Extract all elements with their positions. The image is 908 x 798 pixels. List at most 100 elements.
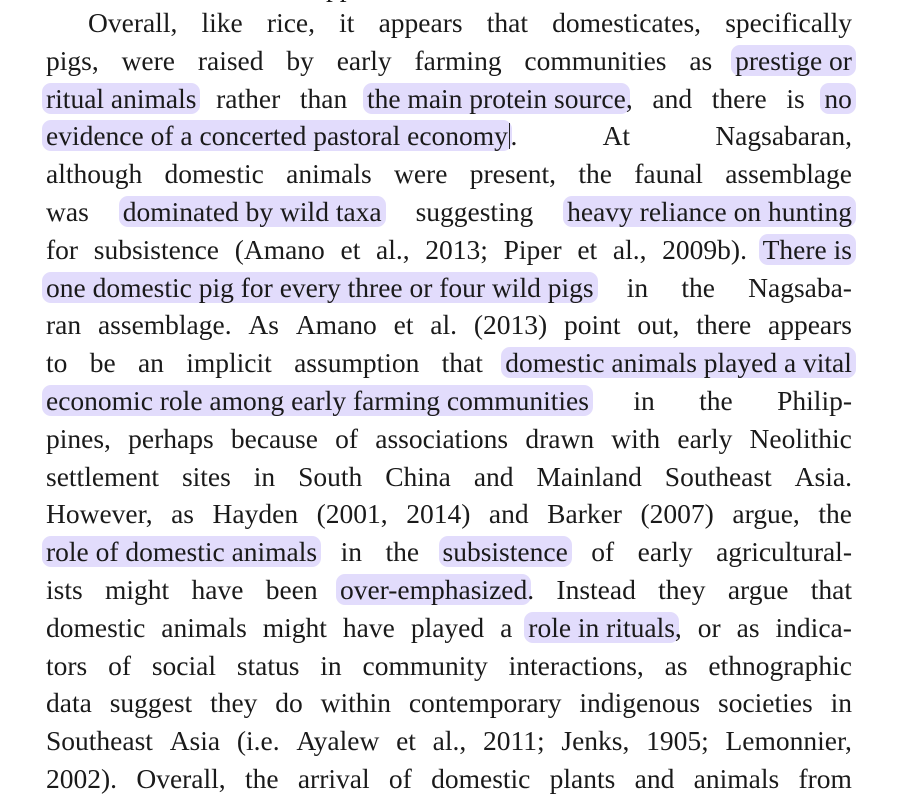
word: heavy reliance on hunting <box>563 193 856 231</box>
text-run: the <box>578 158 612 190</box>
text-run: settlement <box>46 460 160 492</box>
word: Southeast <box>665 458 772 496</box>
word: data <box>46 684 92 722</box>
word: there <box>712 80 767 118</box>
word: of <box>389 760 412 798</box>
text-run: community <box>362 649 488 681</box>
highlighted-phrase[interactable]: no <box>820 82 856 114</box>
word: al., <box>376 231 410 269</box>
word: tors <box>46 647 87 685</box>
word: a <box>500 609 512 647</box>
text-run: were <box>393 158 448 190</box>
highlighted-phrase[interactable]: role in rituals <box>524 611 679 643</box>
text-line: ran assemblage. As Amano et al. (2013) point out… <box>46 306 852 344</box>
word: al. <box>430 306 457 344</box>
text-run: faunal <box>634 158 703 190</box>
highlighted-phrase[interactable]: dominated by wild taxa <box>118 196 386 227</box>
word: economic role among early farming commun… <box>42 382 593 420</box>
text-run: as <box>689 44 713 76</box>
text-run: However, <box>46 498 153 530</box>
word: animals <box>694 760 780 798</box>
text-run: there <box>696 309 752 341</box>
word: Barker <box>547 495 622 533</box>
text-run: et <box>577 233 598 265</box>
word: rather <box>216 80 280 118</box>
word: et <box>340 231 360 269</box>
text-run: like <box>201 7 243 38</box>
word: dominated by wild taxa <box>118 193 386 231</box>
word: with <box>611 420 660 458</box>
text-run: (2001, <box>316 498 388 530</box>
word: interactions, <box>509 647 644 685</box>
text-run: as <box>171 498 195 530</box>
word: pines, <box>46 420 111 458</box>
word: arrival <box>298 760 370 798</box>
highlighted-phrase[interactable]: economic role among early farming commun… <box>42 385 593 416</box>
word: settlement <box>46 458 159 496</box>
highlighted-phrase[interactable]: role of domestic animals <box>42 536 322 568</box>
word: an <box>138 344 164 382</box>
highlighted-phrase[interactable]: domestic animals played a vital <box>501 347 856 379</box>
word: is <box>786 80 804 118</box>
text-run: Lemonnier, <box>725 725 852 757</box>
highlighted-phrase[interactable]: one domestic pig for every three or four… <box>42 271 598 303</box>
word: implicit <box>186 344 272 382</box>
highlighted-phrase[interactable]: over-emphasized <box>335 574 532 605</box>
text-run: Southeast <box>664 460 772 492</box>
text-run: assemblage. <box>97 309 232 341</box>
text-run: rather <box>216 82 281 114</box>
word: was <box>46 193 89 231</box>
word: that <box>442 344 483 382</box>
word: 2002). <box>46 760 117 798</box>
word: 2013; <box>425 231 488 269</box>
word: the <box>699 382 733 420</box>
text-run: As <box>248 309 279 341</box>
word: from <box>798 760 851 798</box>
word: farming <box>415 42 502 80</box>
text-run: al. <box>430 309 458 341</box>
text-run: subsistence <box>93 233 220 265</box>
text-line: although domestic animals were present, the fa… <box>46 155 852 193</box>
word: subsistence <box>438 533 572 571</box>
text-run: animals <box>693 763 780 794</box>
text-run: social <box>151 649 216 681</box>
word: ethnographic <box>708 647 852 685</box>
text-run: 2002). <box>46 763 118 794</box>
highlighted-phrase[interactable]: ritual animals <box>42 82 201 114</box>
text-run: , <box>625 82 633 114</box>
word: status <box>237 647 300 685</box>
text-run: assumption <box>294 347 420 379</box>
word: Instead <box>556 571 635 609</box>
text-run: although <box>46 158 143 190</box>
word: indica- <box>776 609 852 647</box>
highlighted-phrase[interactable]: evidence of a concerted pastoral economy <box>42 120 512 152</box>
text-run: ists <box>46 574 83 605</box>
highlighted-phrase[interactable]: There is <box>758 233 856 265</box>
text-run: point <box>564 309 621 341</box>
word: At <box>603 117 631 155</box>
text-run: et <box>393 309 414 341</box>
highlighted-phrase[interactable]: prestige or <box>731 44 856 76</box>
word: although <box>46 155 142 193</box>
text-run: plants <box>549 763 616 794</box>
text-run: early <box>336 44 392 76</box>
word: Hayden <box>213 495 299 533</box>
text-run: played <box>410 611 485 643</box>
highlighted-phrase[interactable]: heavy reliance on hunting <box>563 196 856 227</box>
word: the main protein source, <box>362 80 633 118</box>
highlighted-phrase[interactable]: subsistence <box>438 536 572 568</box>
word: domestic <box>431 760 530 798</box>
text-run: early <box>677 422 733 454</box>
word: of <box>591 533 614 571</box>
text-run: of <box>108 649 131 681</box>
word: subsistence <box>94 231 219 269</box>
word: they <box>210 684 257 722</box>
word: played <box>411 609 484 647</box>
text-run: ethnographic <box>708 649 852 681</box>
highlighted-phrase[interactable]: the main protein source <box>362 82 630 114</box>
text-run: Nagsabaran, <box>715 120 852 152</box>
text-line: ists might have been over-emphasized. Instead… <box>46 571 852 609</box>
word: and <box>489 495 529 533</box>
word: et <box>577 231 597 269</box>
